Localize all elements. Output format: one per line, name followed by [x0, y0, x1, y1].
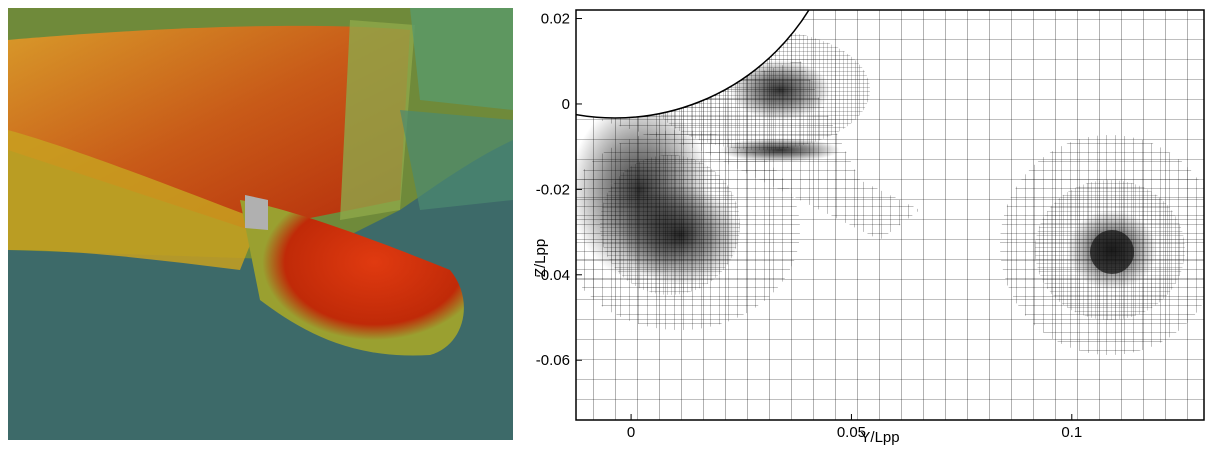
x-axis-label: Y/Lpp — [860, 429, 899, 446]
flow-render — [8, 8, 513, 440]
x-tick-label: 0.05 — [837, 424, 866, 441]
y-tick-label: 0.02 — [541, 11, 570, 28]
x-tick-label: 0 — [627, 424, 635, 441]
y-tick-label: -0.06 — [536, 352, 570, 369]
y-tick-label: -0.02 — [536, 181, 570, 198]
y-tick-label: -0.04 — [536, 267, 570, 284]
figure: Y/Lpp Z/Lpp 00.050.10.020-0.02-0.04-0.06 — [0, 0, 1207, 447]
y-tick-label: 0 — [562, 96, 570, 113]
x-tick-label: 0.1 — [1061, 424, 1082, 441]
